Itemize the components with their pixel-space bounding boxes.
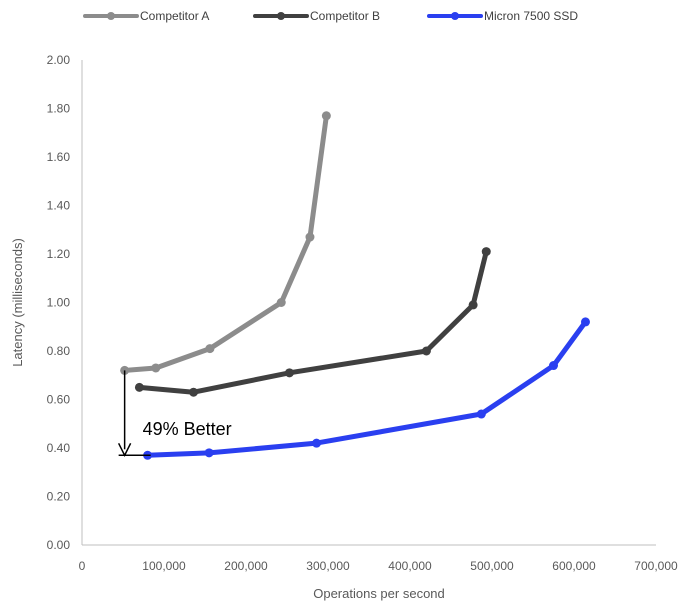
series-micron-7500-ssd	[143, 317, 590, 460]
y-tick-label: 1.60	[47, 150, 71, 164]
data-point	[134, 382, 144, 392]
data-point	[204, 448, 214, 458]
y-tick-label: 0.80	[47, 344, 71, 358]
data-point	[312, 438, 322, 448]
series-competitor-b	[134, 247, 491, 397]
data-point	[276, 298, 286, 307]
y-tick-label: 0.20	[47, 490, 71, 504]
series-line	[136, 249, 489, 395]
legend-entry: Micron 7500 SSD	[427, 9, 578, 23]
data-point	[321, 111, 331, 121]
legend-swatch-marker	[451, 12, 459, 20]
data-point	[476, 409, 486, 419]
annotation-group: 49% Better	[117, 370, 232, 457]
y-tick-label: 0.40	[47, 441, 71, 455]
data-point	[421, 346, 431, 356]
data-point	[284, 368, 294, 378]
data-point	[189, 387, 199, 397]
data-point	[205, 344, 215, 354]
x-tick-label: 300,000	[306, 559, 350, 573]
series-group	[120, 111, 590, 460]
x-tick-label: 600,000	[552, 559, 596, 573]
data-point	[305, 232, 315, 242]
annotation-label: 49% Better	[143, 419, 232, 439]
y-tick-label: 2.00	[47, 53, 71, 67]
legend-swatch-marker	[277, 12, 285, 20]
series-line	[145, 319, 588, 458]
legend-label: Micron 7500 SSD	[484, 9, 578, 23]
legend-entry: Competitor A	[83, 9, 209, 23]
y-tick-label: 1.20	[47, 247, 71, 261]
legend-swatch-marker	[107, 12, 115, 20]
series-line	[122, 113, 329, 373]
data-point	[151, 363, 161, 373]
y-tick-label: 1.00	[47, 296, 71, 310]
x-axis-title: Operations per second	[313, 586, 445, 601]
x-axis-ticks: 0 100,000 200,000 300,000 400,000 500,000 600,…	[79, 559, 678, 573]
y-tick-label: 1.80	[47, 102, 71, 116]
y-axis-ticks: 0.00 0.20 0.40 0.60 0.80 1.00 1.20 1.40 1.60 1.80…	[47, 53, 71, 552]
y-tick-label: 0.00	[47, 538, 71, 552]
data-point	[580, 317, 590, 327]
y-axis-title: Latency (milliseconds)	[10, 238, 25, 367]
x-tick-label: 500,000	[470, 559, 514, 573]
x-tick-label: 400,000	[388, 559, 432, 573]
x-tick-label: 100,000	[142, 559, 186, 573]
series-competitor-a	[120, 111, 331, 375]
legend-entry: Competitor B	[253, 9, 380, 23]
x-tick-label: 200,000	[224, 559, 268, 573]
y-tick-label: 0.60	[47, 393, 71, 407]
legend: Competitor A Competitor B Micron 7500 SSD	[83, 9, 578, 23]
y-tick-label: 1.40	[47, 199, 71, 213]
data-point	[481, 247, 491, 257]
x-tick-label: 700,000	[634, 559, 678, 573]
legend-label: Competitor A	[140, 9, 209, 23]
data-point	[549, 361, 558, 371]
x-tick-label: 0	[79, 559, 86, 573]
data-point	[468, 300, 478, 310]
legend-label: Competitor B	[310, 9, 380, 23]
